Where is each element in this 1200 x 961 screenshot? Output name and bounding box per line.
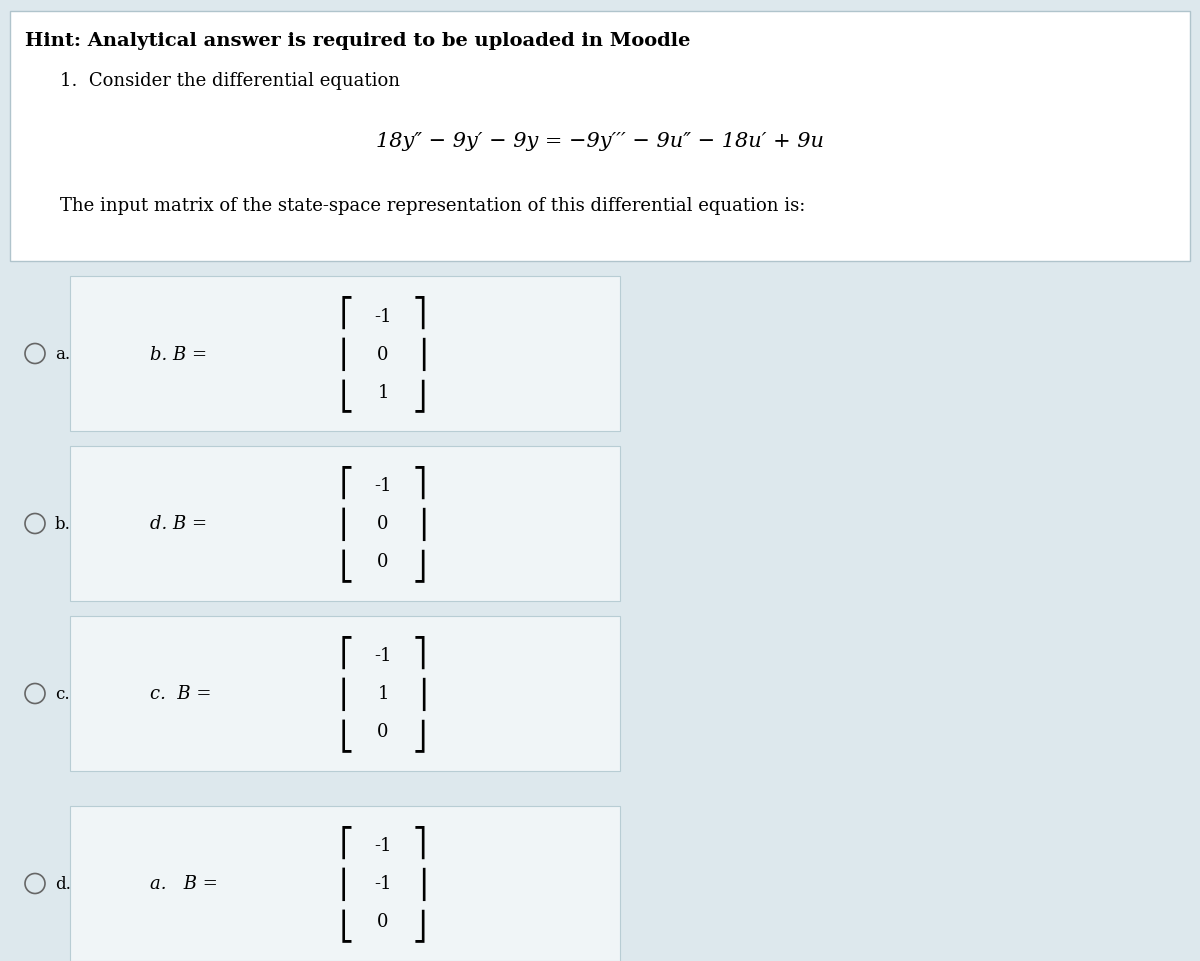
Text: ⎡: ⎡	[340, 465, 354, 499]
Text: ⎡: ⎡	[340, 635, 354, 669]
Text: ⎥: ⎥	[413, 867, 427, 900]
Text: 0: 0	[377, 913, 389, 930]
Text: ⎤: ⎤	[413, 296, 427, 329]
Text: ⎦: ⎦	[413, 550, 427, 582]
Text: ⎡: ⎡	[340, 825, 354, 858]
Text: -1: -1	[374, 875, 391, 893]
Text: c.: c.	[55, 685, 70, 702]
Text: ⎤: ⎤	[413, 825, 427, 858]
Text: Hint: Analytical answer is required to be uploaded in Moodle: Hint: Analytical answer is required to b…	[25, 32, 690, 50]
Text: c.  B =: c. B =	[150, 685, 211, 702]
Text: ⎣: ⎣	[340, 719, 354, 752]
Text: ⎣: ⎣	[340, 380, 354, 412]
Text: 1: 1	[377, 383, 389, 401]
FancyBboxPatch shape	[10, 12, 1190, 261]
Text: ⎣: ⎣	[340, 550, 354, 582]
Text: 0: 0	[377, 723, 389, 741]
Text: 0: 0	[377, 345, 389, 363]
Text: ⎢: ⎢	[340, 507, 354, 541]
Text: ⎡: ⎡	[340, 296, 354, 329]
Text: ⎥: ⎥	[413, 337, 427, 371]
FancyBboxPatch shape	[70, 806, 620, 961]
Text: ⎣: ⎣	[340, 909, 354, 942]
Text: ⎥: ⎥	[413, 678, 427, 710]
Text: ⎥: ⎥	[413, 507, 427, 540]
Text: a.   B =: a. B =	[150, 875, 218, 893]
FancyBboxPatch shape	[70, 616, 620, 771]
Text: ⎤: ⎤	[413, 635, 427, 669]
Text: a.: a.	[55, 346, 70, 362]
FancyBboxPatch shape	[70, 447, 620, 602]
Text: 18y″ − 9y′ − 9y = −9y′′′ − 9u″ − 18u′ + 9u: 18y″ − 9y′ − 9y = −9y′′′ − 9u″ − 18u′ + …	[376, 132, 824, 151]
Text: -1: -1	[374, 647, 391, 665]
Text: ⎦: ⎦	[413, 380, 427, 412]
Text: ⎤: ⎤	[413, 465, 427, 499]
Text: -1: -1	[374, 837, 391, 854]
Text: -1: -1	[374, 477, 391, 495]
Text: 0: 0	[377, 553, 389, 571]
Text: ⎢: ⎢	[340, 678, 354, 710]
Text: ⎦: ⎦	[413, 909, 427, 942]
Text: ⎦: ⎦	[413, 719, 427, 752]
FancyBboxPatch shape	[70, 277, 620, 431]
Text: d.: d.	[55, 875, 71, 892]
Text: 1: 1	[377, 685, 389, 702]
Text: 1.  Consider the differential equation: 1. Consider the differential equation	[60, 72, 400, 90]
Text: b. B =: b. B =	[150, 345, 208, 363]
Text: The input matrix of the state-space representation of this differential equation: The input matrix of the state-space repr…	[60, 197, 805, 214]
Text: ⎢: ⎢	[340, 337, 354, 371]
Text: 0: 0	[377, 515, 389, 533]
Text: d. B =: d. B =	[150, 515, 208, 533]
Text: -1: -1	[374, 308, 391, 325]
Text: ⎢: ⎢	[340, 867, 354, 900]
Text: b.: b.	[55, 515, 71, 532]
